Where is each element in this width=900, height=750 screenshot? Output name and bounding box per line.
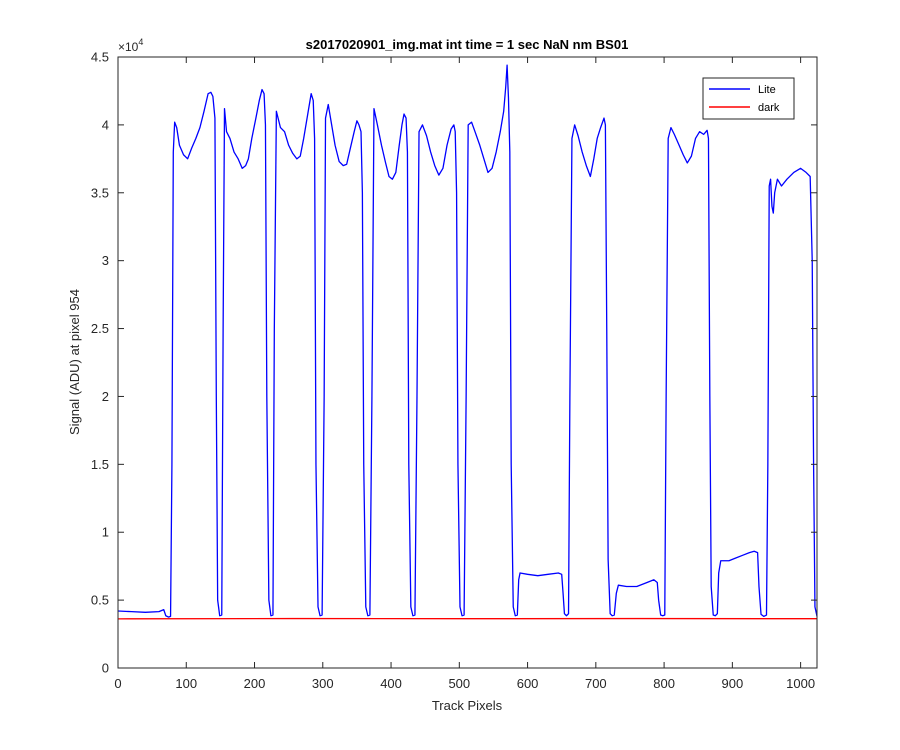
- x-tick-label: 900: [722, 676, 744, 691]
- legend-label-dark: dark: [758, 102, 780, 114]
- x-tick-label: 0: [114, 676, 121, 691]
- y-tick-label: 4.5: [91, 50, 109, 65]
- x-axis-label: Track Pixels: [432, 698, 503, 713]
- y-tick-label: 0.5: [91, 593, 109, 608]
- chart-title: s2017020901_img.mat int time = 1 sec NaN…: [306, 37, 629, 52]
- x-axis-ticks: 0 100 200 300 400 500 600 700 800 900 1000: [114, 57, 815, 691]
- series-layer: [117, 64, 818, 620]
- y-axis-exponent-base: ×10: [118, 40, 139, 54]
- y-axis-exponent: ×104: [118, 37, 143, 54]
- y-tick-label: 3.5: [91, 185, 109, 200]
- y-tick-label: 2.5: [91, 321, 109, 336]
- x-tick-label: 500: [448, 676, 470, 691]
- y-tick-label: 4: [102, 117, 109, 132]
- x-tick-label: 1000: [786, 676, 815, 691]
- x-tick-label: 200: [244, 676, 266, 691]
- x-tick-label: 300: [312, 676, 334, 691]
- x-tick-label: 100: [175, 676, 197, 691]
- y-axis-ticks: 0 0.5 1 1.5 2 2.5 3 3.5 4 4.5: [91, 50, 817, 676]
- x-tick-label: 800: [653, 676, 675, 691]
- legend-box: [702, 77, 795, 120]
- y-tick-label: 2: [102, 389, 109, 404]
- x-tick-label: 400: [380, 676, 402, 691]
- legend: Lite dark: [702, 77, 795, 120]
- y-tick-label: 0: [102, 661, 109, 676]
- y-axis-exponent-power: 4: [138, 37, 143, 47]
- legend-label-lite: Lite: [758, 84, 776, 96]
- x-tick-label: 600: [517, 676, 539, 691]
- y-tick-label: 1: [102, 525, 109, 540]
- axes-box: [117, 56, 818, 669]
- x-tick-label: 700: [585, 676, 607, 691]
- y-tick-label: 1.5: [91, 457, 109, 472]
- series-line-lite: [117, 64, 818, 618]
- y-tick-label: 3: [102, 253, 109, 268]
- y-axis-label: Signal (ADU) at pixel 954: [67, 289, 82, 435]
